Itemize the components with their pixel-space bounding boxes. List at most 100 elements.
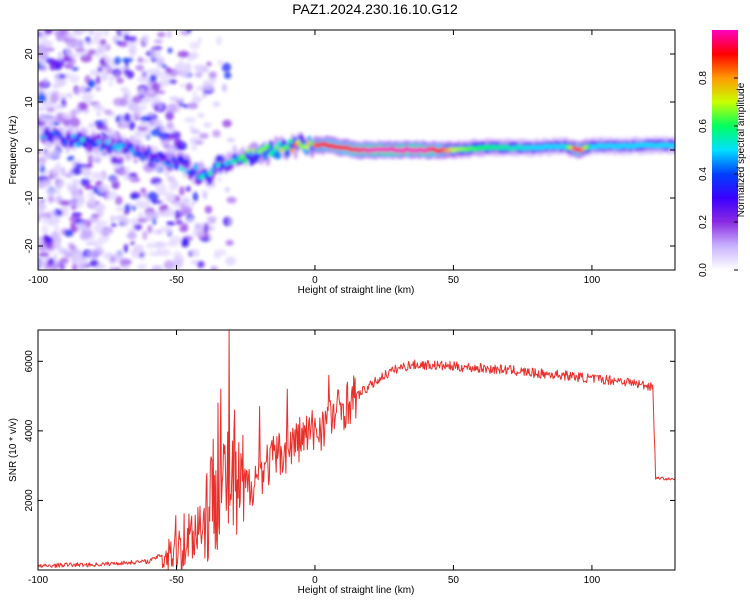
spectrogram-cell (105, 193, 114, 199)
spectrogram-cell (127, 231, 137, 240)
spectrogram-cell (130, 241, 135, 246)
spectrogram-cell (64, 229, 74, 238)
spectrogram-y-ticks: -20 -10 0 10 20 (24, 48, 675, 253)
colorbar-label: Normalized spectral amplitude (736, 82, 747, 217)
spectrogram-cell (103, 252, 114, 260)
spectrogram-cell (79, 166, 91, 176)
spectrogram-cell (66, 134, 71, 140)
spectrogram-cell (148, 119, 161, 128)
spectrogram-cell (166, 176, 176, 183)
spectrogram-cell (57, 93, 67, 100)
spectrogram-cell (145, 242, 157, 249)
spectrogram-cell (69, 184, 79, 195)
snr-x-label: Height of straight line (km) (298, 585, 415, 596)
spectrogram-cell (271, 149, 276, 155)
spectrogram-cell (38, 88, 44, 96)
spectrogram-cell (69, 74, 80, 84)
snr-y-tick-label: 2000 (24, 489, 35, 512)
spectrogram-cell (92, 186, 98, 194)
spectrogram-cell (243, 159, 249, 164)
spectrogram-cell (91, 213, 99, 219)
spectrogram-cell (54, 58, 65, 69)
spectrogram-cell (66, 92, 73, 99)
spectrogram-cell (38, 252, 50, 257)
spectrogram-cell (96, 110, 101, 117)
spectrogram-cell (188, 125, 196, 132)
spectrogram-cell (181, 196, 191, 206)
colorbar-tick-label: 0.6 (698, 119, 709, 133)
spectrogram-cell (182, 159, 188, 165)
spectrogram-cell (194, 71, 203, 78)
spectrogram-cell (124, 148, 130, 154)
spectrogram-cell (62, 119, 70, 127)
spectrogram-cell (284, 144, 290, 150)
spectrogram-cell (41, 134, 46, 140)
spectrogram-cell (128, 120, 136, 131)
spectrogram-cell (157, 70, 168, 80)
spectrogram-cell (221, 83, 227, 93)
spectrogram-cell (174, 163, 179, 169)
spectrogram-cell (103, 109, 113, 115)
spectrogram-cell (158, 131, 170, 140)
spectrogram-cell (59, 200, 70, 206)
spectrogram-cell (85, 87, 92, 93)
spectrogram-cell (102, 143, 107, 149)
spectrogram-cell (150, 95, 161, 103)
spectrogram-cell (166, 121, 174, 129)
spectrogram-cell (128, 45, 137, 55)
spectrogram-cell (129, 147, 135, 153)
spectrogram-cell (166, 221, 175, 227)
spectrogram-cell (163, 260, 175, 270)
spectrogram-cell (80, 53, 93, 63)
spectrogram-cell (49, 93, 59, 103)
spectrogram-cell (95, 75, 101, 85)
spectrogram-cell (63, 139, 69, 145)
spectrogram-cell (96, 45, 107, 54)
spectrogram-cell (109, 176, 119, 183)
spectrogram-cell (93, 172, 105, 180)
spectrogram-cell (115, 146, 121, 152)
spectrogram-cell (77, 142, 82, 147)
spectrogram-cell (201, 66, 209, 73)
spectrogram-cell (88, 30, 94, 36)
spectrogram-cell (93, 202, 106, 212)
spectrogram-cell (140, 156, 146, 162)
spectrogram-cell (40, 113, 52, 123)
spectrogram-x-tick-label: -100 (28, 275, 48, 286)
spectrogram-cell (89, 178, 95, 183)
spectrogram-cell (141, 71, 148, 79)
spectrogram-cell (54, 216, 60, 224)
colorbar-tick-label: 0.2 (698, 215, 709, 229)
spectrogram-cell (78, 187, 83, 196)
spectrogram-cell (175, 266, 181, 270)
spectrogram-cell (149, 74, 158, 83)
spectrogram-cell (185, 62, 192, 73)
spectrogram-cell (139, 120, 148, 128)
spectrogram-cell (165, 228, 171, 235)
spectrogram-cell (204, 223, 209, 233)
spectrogram-cell (112, 251, 124, 262)
spectrogram-cell (140, 187, 147, 193)
spectrogram-cell (137, 217, 148, 223)
spectrogram-cell (38, 260, 42, 267)
spectrogram-cell (304, 144, 310, 150)
spectrogram-cell (114, 195, 123, 206)
spectrogram-cell (126, 143, 132, 149)
spectrogram-cell (208, 71, 218, 79)
spectrogram-cell (99, 57, 106, 66)
colorbar-gradient (712, 30, 738, 270)
spectrogram-cell (151, 265, 163, 270)
spectrogram-y-tick-label: 10 (24, 96, 35, 108)
spectrogram-x-tick-label: 0 (312, 275, 318, 286)
spectrogram-cell (176, 156, 182, 162)
spectrogram-cell (203, 122, 212, 128)
spectrogram-cell (41, 236, 54, 241)
spectrogram-cell (110, 222, 117, 228)
spectrogram-cell (48, 263, 59, 270)
spectrogram-cell (91, 154, 104, 163)
spectrogram-cell (45, 152, 51, 161)
spectrogram-cell (139, 115, 152, 122)
spectrogram-cell (68, 53, 79, 59)
spectrogram-cell (53, 235, 62, 245)
